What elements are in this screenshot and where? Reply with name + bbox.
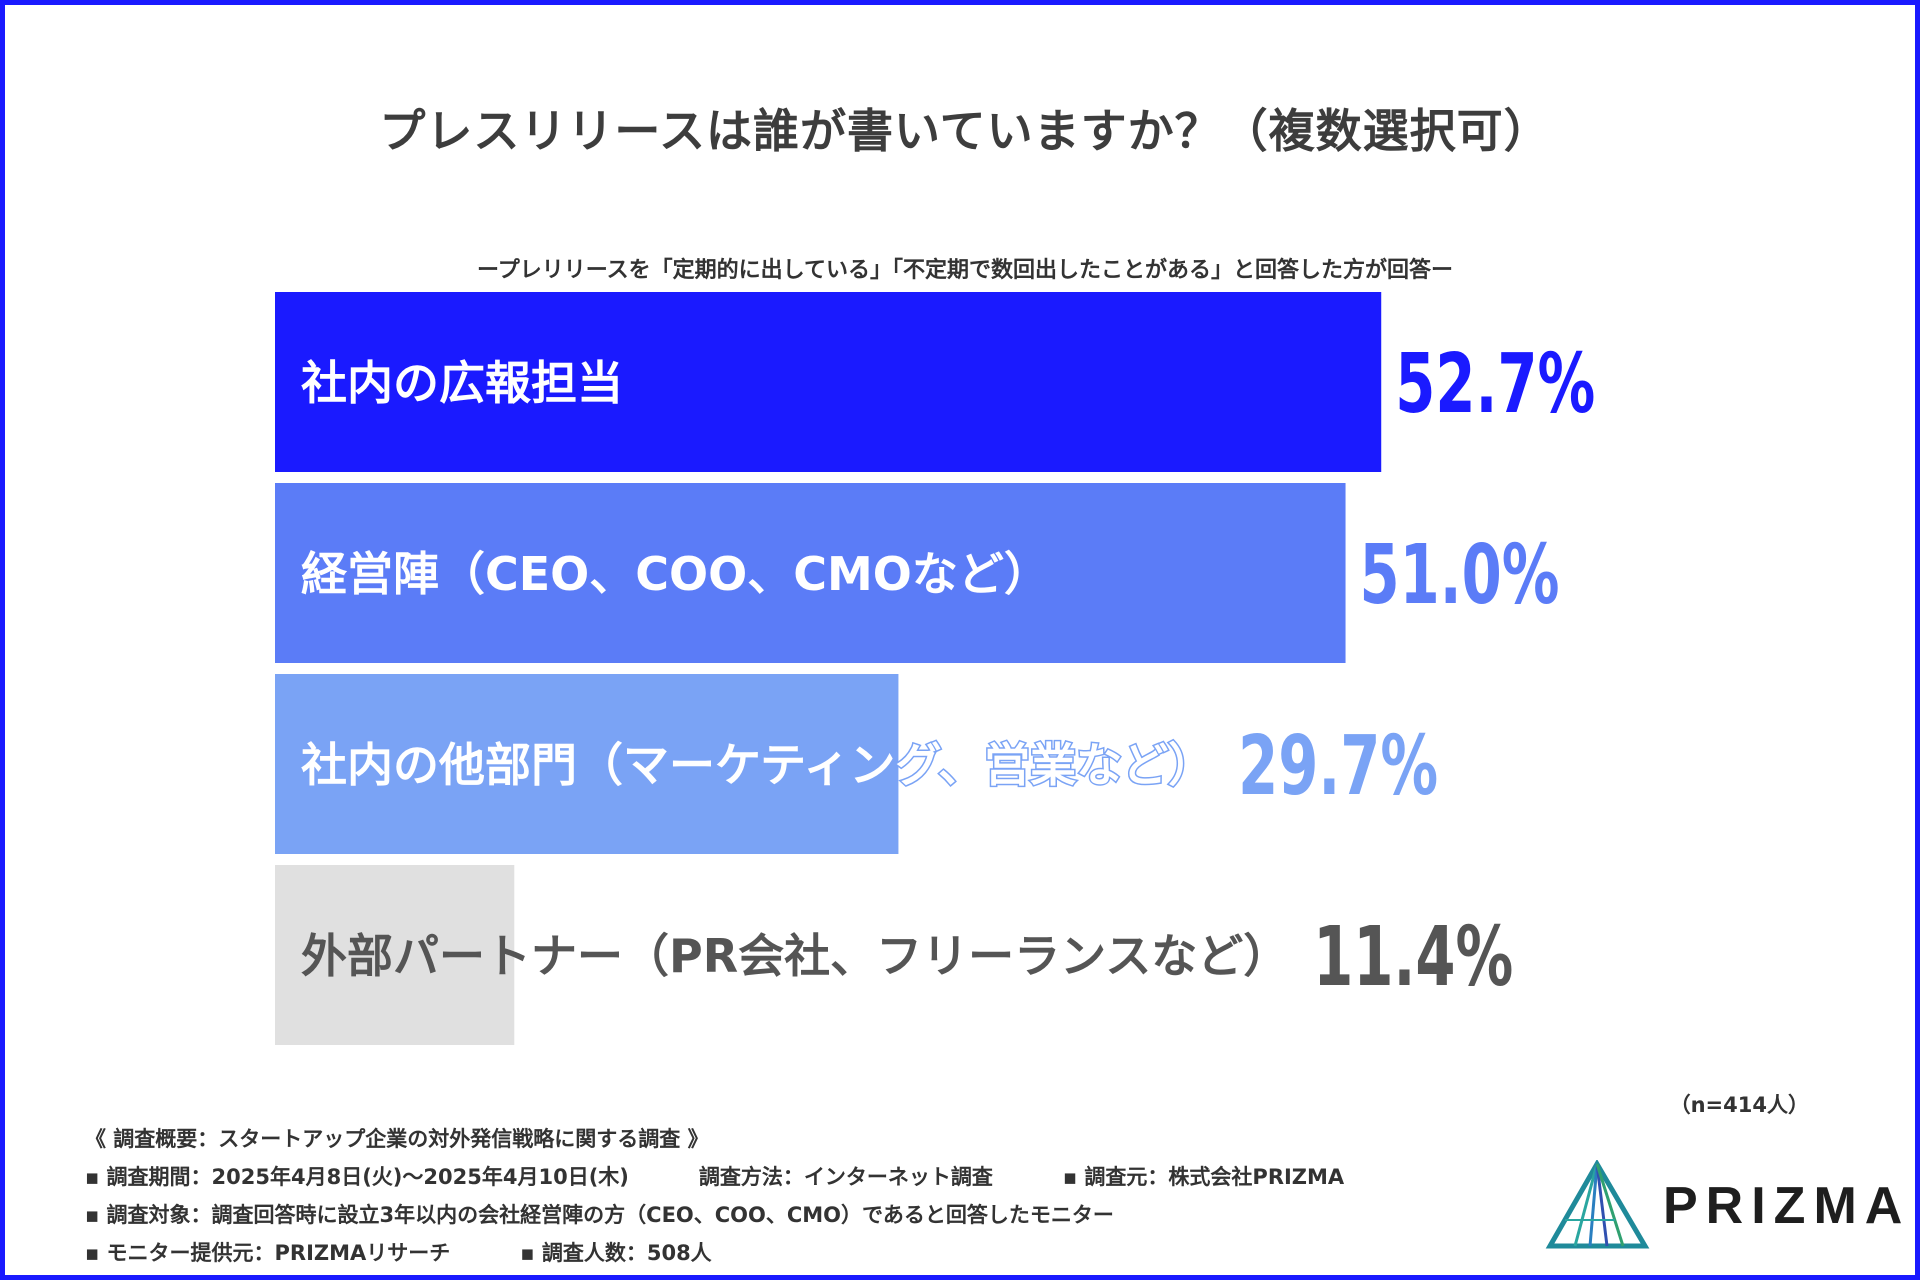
- logo-text: PRIZMA: [1663, 1177, 1911, 1235]
- bar-chart: 社内の広報担当 52.7% 経営陣（CEO、COO、CMOなど） 51.0% 社内の他部…: [275, 292, 1595, 1045]
- sample-size: （n=414人）: [1669, 1093, 1809, 1117]
- survey-target: ▪ 調査対象：調査回答時に設立3年以内の会社経営陣の方（CEO、COO、CMO）…: [85, 1203, 1114, 1227]
- survey-source: ▪ 調査元：株式会社PRIZMA: [1062, 1165, 1345, 1189]
- chart-title: プレスリリースは誰が書いていますか？（複数選択可）: [379, 104, 1551, 158]
- prizma-logo: PRIZMA: [1545, 1159, 1911, 1250]
- survey-row-period: ▪ 調査期間：2025年4月8日(火)〜2025年4月10日(木) 調査方法：イン…: [85, 1158, 1344, 1196]
- value-label: 11.4%: [1313, 910, 1513, 1005]
- category-label: 外部パートナー（PR会社、フリーランスなど）: [301, 929, 1289, 983]
- survey-respondents: ▪ 調査人数：508人: [520, 1241, 712, 1265]
- value-label: 52.7%: [1395, 337, 1595, 432]
- survey-provider: ▪ モニター提供元：PRIZMAリサーチ: [85, 1241, 451, 1265]
- bar: [275, 865, 515, 1045]
- survey-summary: 《 調査概要：スタートアップ企業の対外発信戦略に関する調査 》: [85, 1127, 709, 1151]
- survey-row-provider: ▪ モニター提供元：PRIZMAリサーチ ▪ 調査人数：508人: [85, 1234, 1344, 1272]
- value-label: 51.0%: [1360, 528, 1560, 623]
- category-label: 経営陣（CEO、COO、CMOなど）: [301, 547, 1050, 601]
- survey-method: 調査方法：インターネット調査: [698, 1165, 993, 1189]
- category-label: 社内の広報担当: [301, 356, 623, 410]
- bar: [275, 674, 899, 854]
- survey-notes: 《 調査概要：スタートアップ企業の対外発信戦略に関する調査 》 ▪ 調査期間：2…: [85, 1120, 1344, 1272]
- category-label: 社内の他部門（マーケティング、営業など）: [301, 738, 1214, 792]
- prism-triangle-icon: [1545, 1159, 1650, 1249]
- bar: [275, 483, 1346, 663]
- survey-period: ▪ 調査期間：2025年4月8日(火)〜2025年4月10日(木): [85, 1165, 629, 1189]
- value-label: 29.7%: [1238, 719, 1438, 814]
- bar: [275, 292, 1382, 472]
- chart-subtitle: ープレリリースを「定期的に出している」「不定期で数回出したことがある」と回答した…: [477, 258, 1453, 283]
